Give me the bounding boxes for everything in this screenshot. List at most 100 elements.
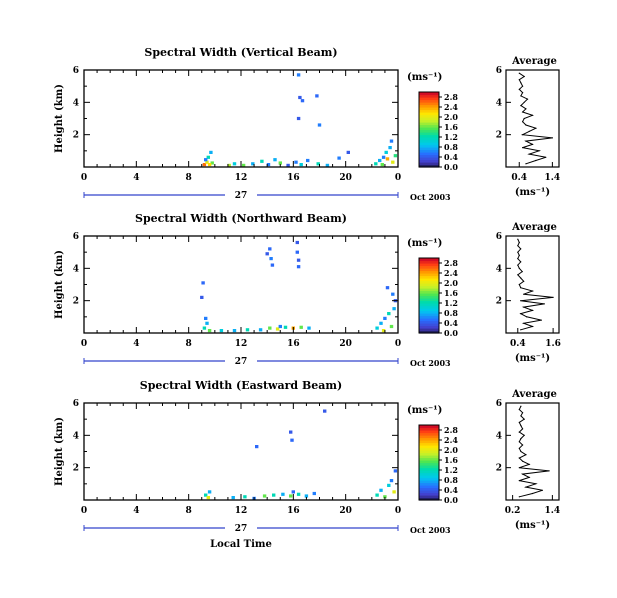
- average-profile-point: [518, 79, 520, 81]
- colorbar-segment: [419, 109, 439, 113]
- average-profile-point: [522, 473, 524, 475]
- heatmap-cell: [275, 327, 280, 331]
- heatmap-cell: [294, 160, 298, 164]
- x-tick-label: 8: [186, 506, 192, 516]
- heatmap-cell: [243, 495, 247, 499]
- heatmap-cell: [278, 324, 282, 329]
- heatmap-cell: [272, 493, 276, 497]
- average-y-tick-label: 6: [496, 399, 502, 409]
- average-profile-point: [523, 322, 525, 324]
- heatmap-cell: [262, 494, 267, 498]
- heatmap-cell: [270, 263, 275, 267]
- average-profile-point: [520, 329, 522, 331]
- y-tick-label: 2: [73, 297, 79, 307]
- colorbar-tick-label: 1.2: [444, 298, 458, 308]
- colorbar-segment: [419, 139, 439, 143]
- colorbar-segment: [419, 487, 439, 491]
- heatmap-cell: [207, 490, 212, 494]
- average-profile-point: [526, 98, 529, 100]
- colorbar-segment: [419, 427, 439, 431]
- average-profile-point: [545, 156, 547, 158]
- heatmap-cell: [227, 163, 231, 167]
- colorbar-segment: [419, 300, 439, 304]
- colorbar-segment: [419, 485, 439, 489]
- average-profile-point: [520, 438, 522, 440]
- heatmap-cell: [296, 116, 301, 121]
- colorbar-segment: [419, 149, 439, 153]
- date-day-label: 27: [235, 524, 248, 534]
- average-profile-point: [520, 425, 522, 427]
- heatmap-cell: [210, 161, 214, 165]
- heatmap-cell: [206, 155, 210, 159]
- panel-3: Spectral Width (Eastward Beam)0 4 8 12 16 20 0…: [54, 379, 560, 550]
- colorbar-tick-label: 2.0: [444, 112, 458, 122]
- heatmap-cell: [381, 329, 386, 333]
- colorbar-segment: [419, 495, 439, 499]
- average-profile-point: [543, 303, 545, 305]
- colorbar-segment: [419, 298, 439, 302]
- average-profile-point: [520, 287, 522, 289]
- colorbar-segment: [419, 270, 439, 274]
- colorbar-segment: [419, 450, 439, 454]
- average-profile-point: [522, 92, 524, 94]
- heatmap-cell: [380, 163, 384, 167]
- panel-title: Spectral Width (Vertical Beam): [144, 46, 337, 59]
- average-profile-point: [528, 476, 530, 478]
- average-profile-point: [518, 480, 520, 482]
- y-tick-label: 4: [73, 98, 79, 108]
- date-day-label: 27: [235, 357, 248, 367]
- colorbar-unit: (ms⁻¹): [407, 72, 442, 83]
- heatmap-cell: [207, 163, 212, 167]
- x-tick-label: 0: [395, 173, 401, 183]
- colorbar-segment: [419, 320, 439, 324]
- date-day-bg: [225, 190, 257, 200]
- colorbar-segment: [419, 152, 439, 156]
- heatmap-cell: [384, 150, 388, 154]
- heatmap-cell: [378, 158, 382, 163]
- average-title: Average: [511, 389, 557, 400]
- x-tick-label: 8: [186, 173, 192, 183]
- colorbar-segment: [419, 124, 439, 128]
- colorbar-tick-label: 0.0: [444, 162, 458, 172]
- heatmap-cell: [291, 490, 295, 494]
- colorbar-segment: [419, 492, 439, 496]
- colorbar-segment: [419, 467, 439, 471]
- average-profile-point: [517, 258, 519, 260]
- heatmap-cell: [316, 162, 320, 166]
- colorbar-unit: (ms⁻¹): [407, 238, 442, 249]
- colorbar-segment: [419, 295, 439, 299]
- colorbar-segment: [419, 104, 439, 108]
- heatmap-cell: [304, 494, 309, 498]
- average-x-tick-label: 1.4: [545, 173, 561, 183]
- colorbar-segment: [419, 263, 439, 267]
- colorbar-segment: [419, 472, 439, 476]
- colorbar-frame: [418, 257, 440, 334]
- heatmap-cell: [255, 445, 259, 449]
- average-profile-point: [551, 137, 554, 139]
- colorbar-segment: [419, 127, 439, 131]
- colorbar-segment: [419, 273, 439, 277]
- heatmap-cell: [209, 150, 213, 154]
- average-profile-point: [518, 283, 520, 286]
- heatmap-cell: [389, 139, 394, 143]
- average-y-tick-label: 4: [496, 431, 502, 441]
- colorbar-segment: [419, 107, 439, 111]
- heatmap-cell: [299, 325, 303, 329]
- heatmap-cell: [204, 316, 208, 320]
- heatmap-cell: [295, 250, 299, 254]
- heatmap-cell: [281, 492, 285, 496]
- heatmap-cell: [258, 328, 263, 332]
- colorbar-segment: [419, 283, 439, 287]
- heatmap-cell: [245, 328, 250, 332]
- heatmap-cell: [231, 496, 235, 500]
- average-y-tick-label: 2: [496, 297, 502, 307]
- heatmap-cell: [375, 326, 379, 330]
- y-tick-label: 6: [73, 232, 79, 242]
- colorbar-segment: [419, 288, 439, 292]
- average-profile-point: [520, 261, 522, 263]
- average-profile-point: [528, 463, 530, 465]
- panel-1: Spectral Width (Vertical Beam)0 4 8 12 16 20 0…: [54, 46, 560, 202]
- average-profile-point: [523, 117, 525, 120]
- colorbar-segment: [419, 482, 439, 486]
- colorbar-tick-label: 1.6: [444, 455, 458, 465]
